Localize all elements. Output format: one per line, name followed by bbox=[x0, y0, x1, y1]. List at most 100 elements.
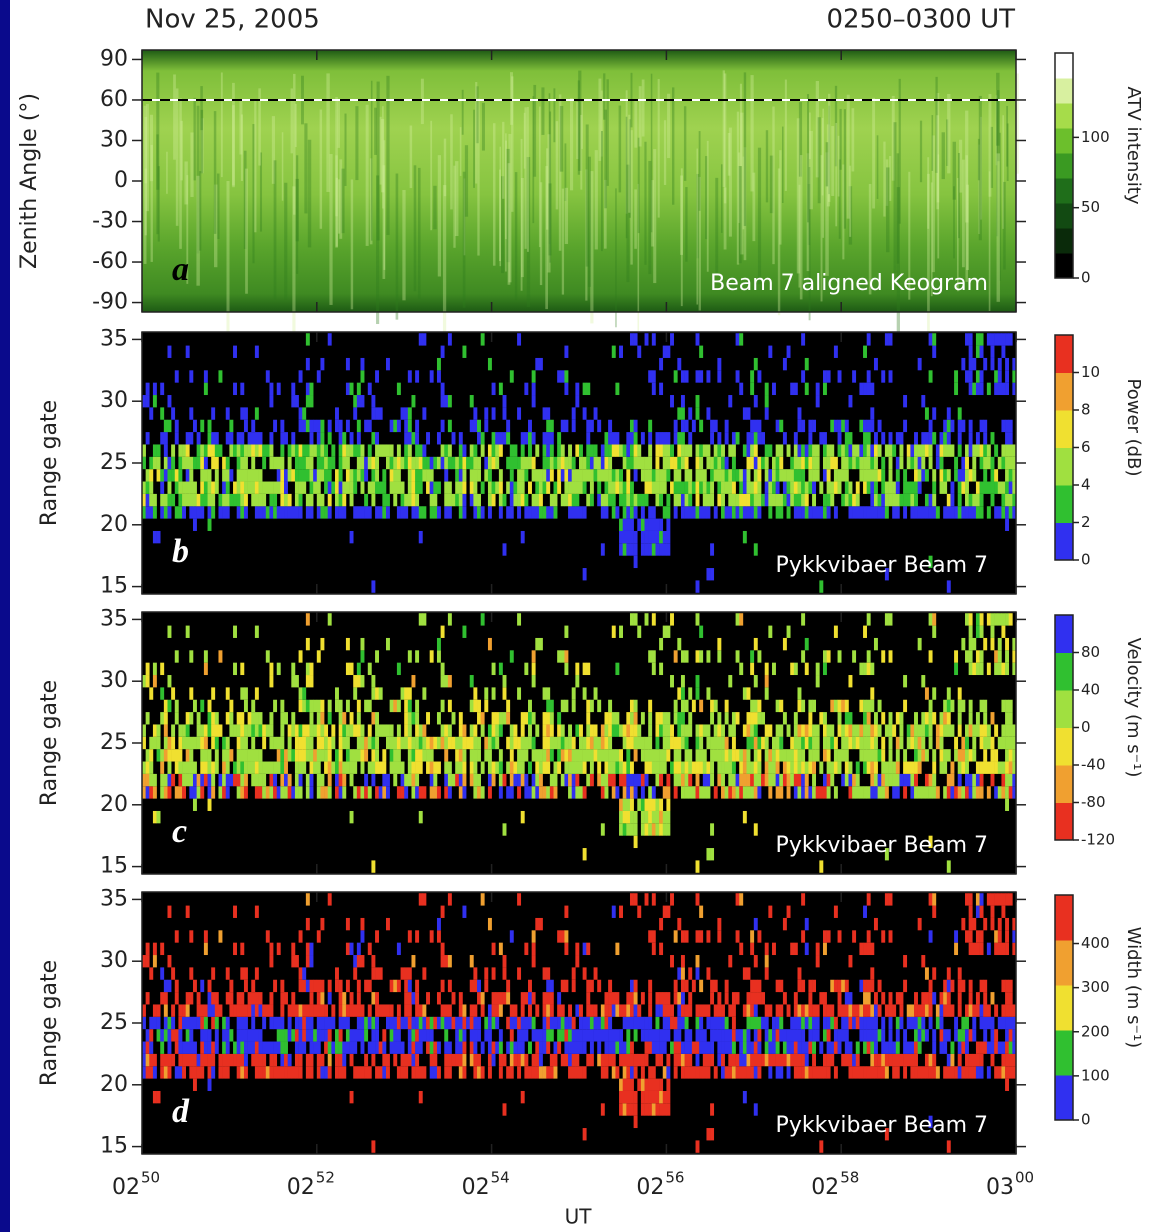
radar-cell bbox=[393, 1054, 397, 1066]
radar-cell bbox=[473, 407, 477, 419]
radar-cell bbox=[852, 1066, 856, 1078]
radar-cell bbox=[947, 494, 951, 506]
radar-cell bbox=[419, 749, 423, 761]
radar-cell bbox=[251, 494, 255, 506]
radar-cell bbox=[641, 1103, 645, 1115]
radar-cell bbox=[703, 482, 707, 494]
radar-cell bbox=[688, 1029, 692, 1041]
radar-cell bbox=[852, 1054, 856, 1066]
radar-cell bbox=[794, 786, 798, 798]
radar-cell bbox=[710, 568, 714, 580]
radar-cell bbox=[597, 1017, 601, 1029]
radar-cell bbox=[848, 494, 852, 506]
radar-cell bbox=[175, 506, 179, 518]
radar-cell bbox=[878, 774, 882, 786]
radar-cell bbox=[721, 749, 725, 761]
radar-cell bbox=[666, 799, 670, 811]
radar-cell bbox=[659, 992, 663, 1004]
radar-cell bbox=[757, 420, 761, 432]
radar-cell bbox=[699, 1029, 703, 1041]
radar-cell bbox=[940, 469, 944, 481]
radar-cell bbox=[240, 482, 244, 494]
radar-cell bbox=[648, 531, 652, 543]
radar-cell bbox=[415, 469, 419, 481]
radar-cell bbox=[798, 1017, 802, 1029]
radar-cell bbox=[510, 482, 514, 494]
radar-cell bbox=[594, 724, 598, 736]
radar-cell bbox=[248, 992, 252, 1004]
radar-cell bbox=[903, 774, 907, 786]
radar-cell bbox=[612, 1066, 616, 1078]
radar-cell bbox=[477, 786, 481, 798]
radar-cell bbox=[437, 358, 441, 370]
radar-cell bbox=[539, 749, 543, 761]
radar-cell bbox=[473, 687, 477, 699]
radar-cell bbox=[277, 482, 281, 494]
radar-cell bbox=[517, 786, 521, 798]
radar-cell bbox=[441, 420, 445, 432]
radar-cell bbox=[273, 786, 277, 798]
radar-cell bbox=[816, 395, 820, 407]
radar-cell bbox=[342, 1017, 346, 1029]
radar-cell bbox=[528, 724, 532, 736]
radar-cell bbox=[597, 774, 601, 786]
radar-cell bbox=[291, 383, 295, 395]
radar-cell bbox=[634, 1091, 638, 1103]
radar-cell bbox=[550, 469, 554, 481]
radar-cell bbox=[699, 906, 703, 918]
radar-cell bbox=[517, 762, 521, 774]
radar-cell bbox=[484, 967, 488, 979]
radar-cell bbox=[583, 967, 587, 979]
radar-cell bbox=[506, 1017, 510, 1029]
radar-cell bbox=[838, 1042, 842, 1054]
radar-cell bbox=[677, 1017, 681, 1029]
radar-cell bbox=[361, 955, 365, 967]
radar-cell bbox=[437, 712, 441, 724]
radar-cell bbox=[754, 1103, 758, 1115]
radar-cell bbox=[218, 444, 222, 456]
radar-cell bbox=[244, 687, 248, 699]
radar-cell bbox=[947, 506, 951, 518]
radar-cell bbox=[470, 1042, 474, 1054]
radar-cell bbox=[430, 370, 434, 382]
radar-cell bbox=[681, 687, 685, 699]
radar-cell bbox=[233, 906, 237, 918]
radar-cell bbox=[320, 1017, 324, 1029]
radar-cell bbox=[470, 444, 474, 456]
radar-cell bbox=[452, 1054, 456, 1066]
radar-cell bbox=[397, 980, 401, 992]
radar-cell bbox=[619, 1079, 623, 1091]
radar-cell bbox=[237, 1042, 241, 1054]
radar-cell bbox=[382, 1029, 386, 1041]
radar-cell bbox=[874, 774, 878, 786]
radar-cell bbox=[998, 383, 1002, 395]
radar-cell bbox=[411, 712, 415, 724]
radar-cell bbox=[1009, 749, 1013, 761]
radar-cell bbox=[350, 992, 354, 1004]
radar-cell bbox=[233, 1054, 237, 1066]
radar-cell bbox=[688, 444, 692, 456]
radar-cell bbox=[295, 444, 299, 456]
radar-cell bbox=[590, 1029, 594, 1041]
radar-cell bbox=[666, 724, 670, 736]
radar-cell bbox=[426, 712, 430, 724]
radar-cell bbox=[688, 407, 692, 419]
radar-cell bbox=[674, 992, 678, 1004]
radar-cell bbox=[991, 333, 995, 345]
radar-cell bbox=[379, 1004, 383, 1016]
radar-cell bbox=[688, 482, 692, 494]
radar-cell bbox=[619, 906, 623, 918]
radar-cell bbox=[503, 823, 507, 835]
radar-cell bbox=[492, 494, 496, 506]
radar-cell bbox=[299, 967, 303, 979]
radar-cell bbox=[710, 823, 714, 835]
y-axis-label: Range gate bbox=[37, 400, 62, 526]
radar-cell bbox=[761, 1054, 765, 1066]
radar-cell bbox=[306, 457, 310, 469]
radar-cell bbox=[961, 358, 965, 370]
radar-cell bbox=[834, 1042, 838, 1054]
radar-cell bbox=[619, 774, 623, 786]
radar-cell bbox=[364, 1017, 368, 1029]
radar-cell bbox=[401, 737, 405, 749]
radar-cell bbox=[320, 432, 324, 444]
